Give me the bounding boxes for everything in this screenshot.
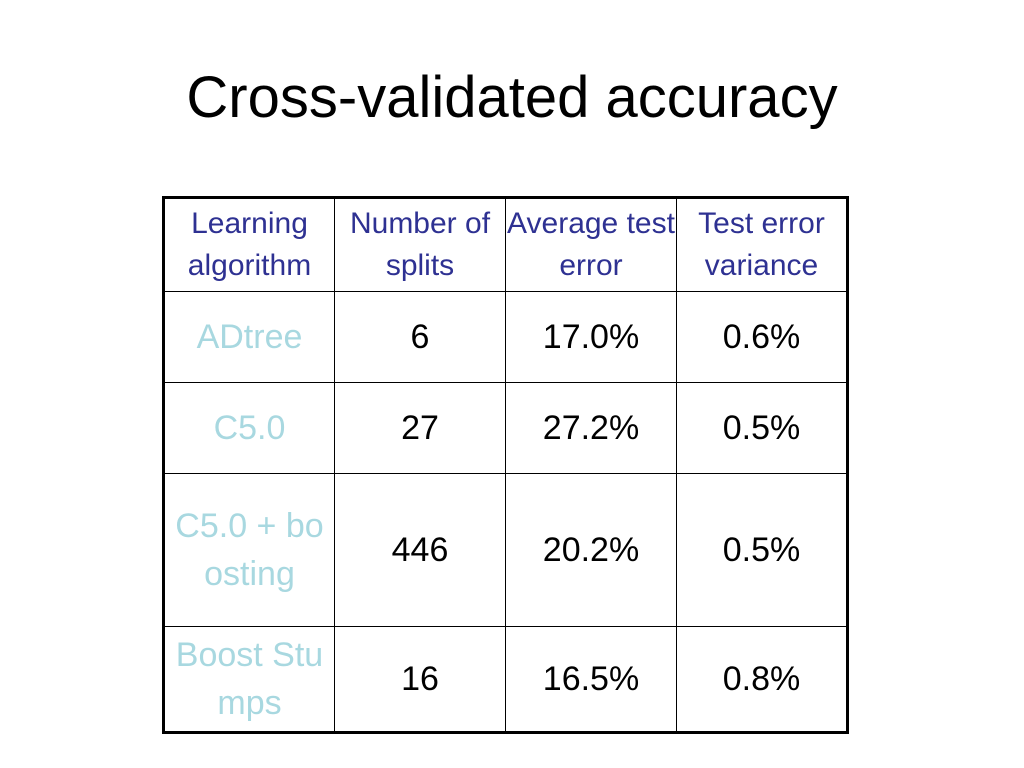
variance-cell: 0.5% bbox=[676, 382, 848, 474]
header-number-of-splits: Number of splits bbox=[334, 197, 506, 292]
splits-cell: 6 bbox=[334, 291, 506, 383]
table-row: ADtree 6 17.0% 0.6% bbox=[163, 291, 848, 383]
slide-title: Cross-validated accuracy bbox=[186, 65, 838, 130]
variance-cell: 0.8% bbox=[676, 626, 848, 733]
avg-error-cell: 20.2% bbox=[505, 473, 677, 627]
splits-cell: 27 bbox=[334, 382, 506, 474]
header-average-test-error: Average test error bbox=[505, 197, 677, 292]
table-row: C5.0 + boosting 446 20.2% 0.5% bbox=[163, 473, 848, 627]
splits-cell: 446 bbox=[334, 473, 506, 627]
avg-error-cell: 27.2% bbox=[505, 382, 677, 474]
algorithm-cell: C5.0 + boosting bbox=[163, 473, 335, 627]
table-row: C5.0 27 27.2% 0.5% bbox=[163, 382, 848, 474]
splits-cell: 16 bbox=[334, 626, 506, 733]
avg-error-cell: 16.5% bbox=[505, 626, 677, 733]
header-test-error-variance: Test error variance bbox=[676, 197, 848, 292]
results-table: Learning algorithm Number of splits Aver… bbox=[162, 196, 849, 734]
header-row: Learning algorithm Number of splits Aver… bbox=[163, 197, 848, 292]
algorithm-cell: ADtree bbox=[163, 291, 335, 383]
avg-error-cell: 17.0% bbox=[505, 291, 677, 383]
table-row: Boost Stumps 16 16.5% 0.8% bbox=[163, 626, 848, 733]
variance-cell: 0.6% bbox=[676, 291, 848, 383]
header-learning-algorithm: Learning algorithm bbox=[163, 197, 335, 292]
algorithm-cell: C5.0 bbox=[163, 382, 335, 474]
variance-cell: 0.5% bbox=[676, 473, 848, 627]
algorithm-cell: Boost Stumps bbox=[163, 626, 335, 733]
